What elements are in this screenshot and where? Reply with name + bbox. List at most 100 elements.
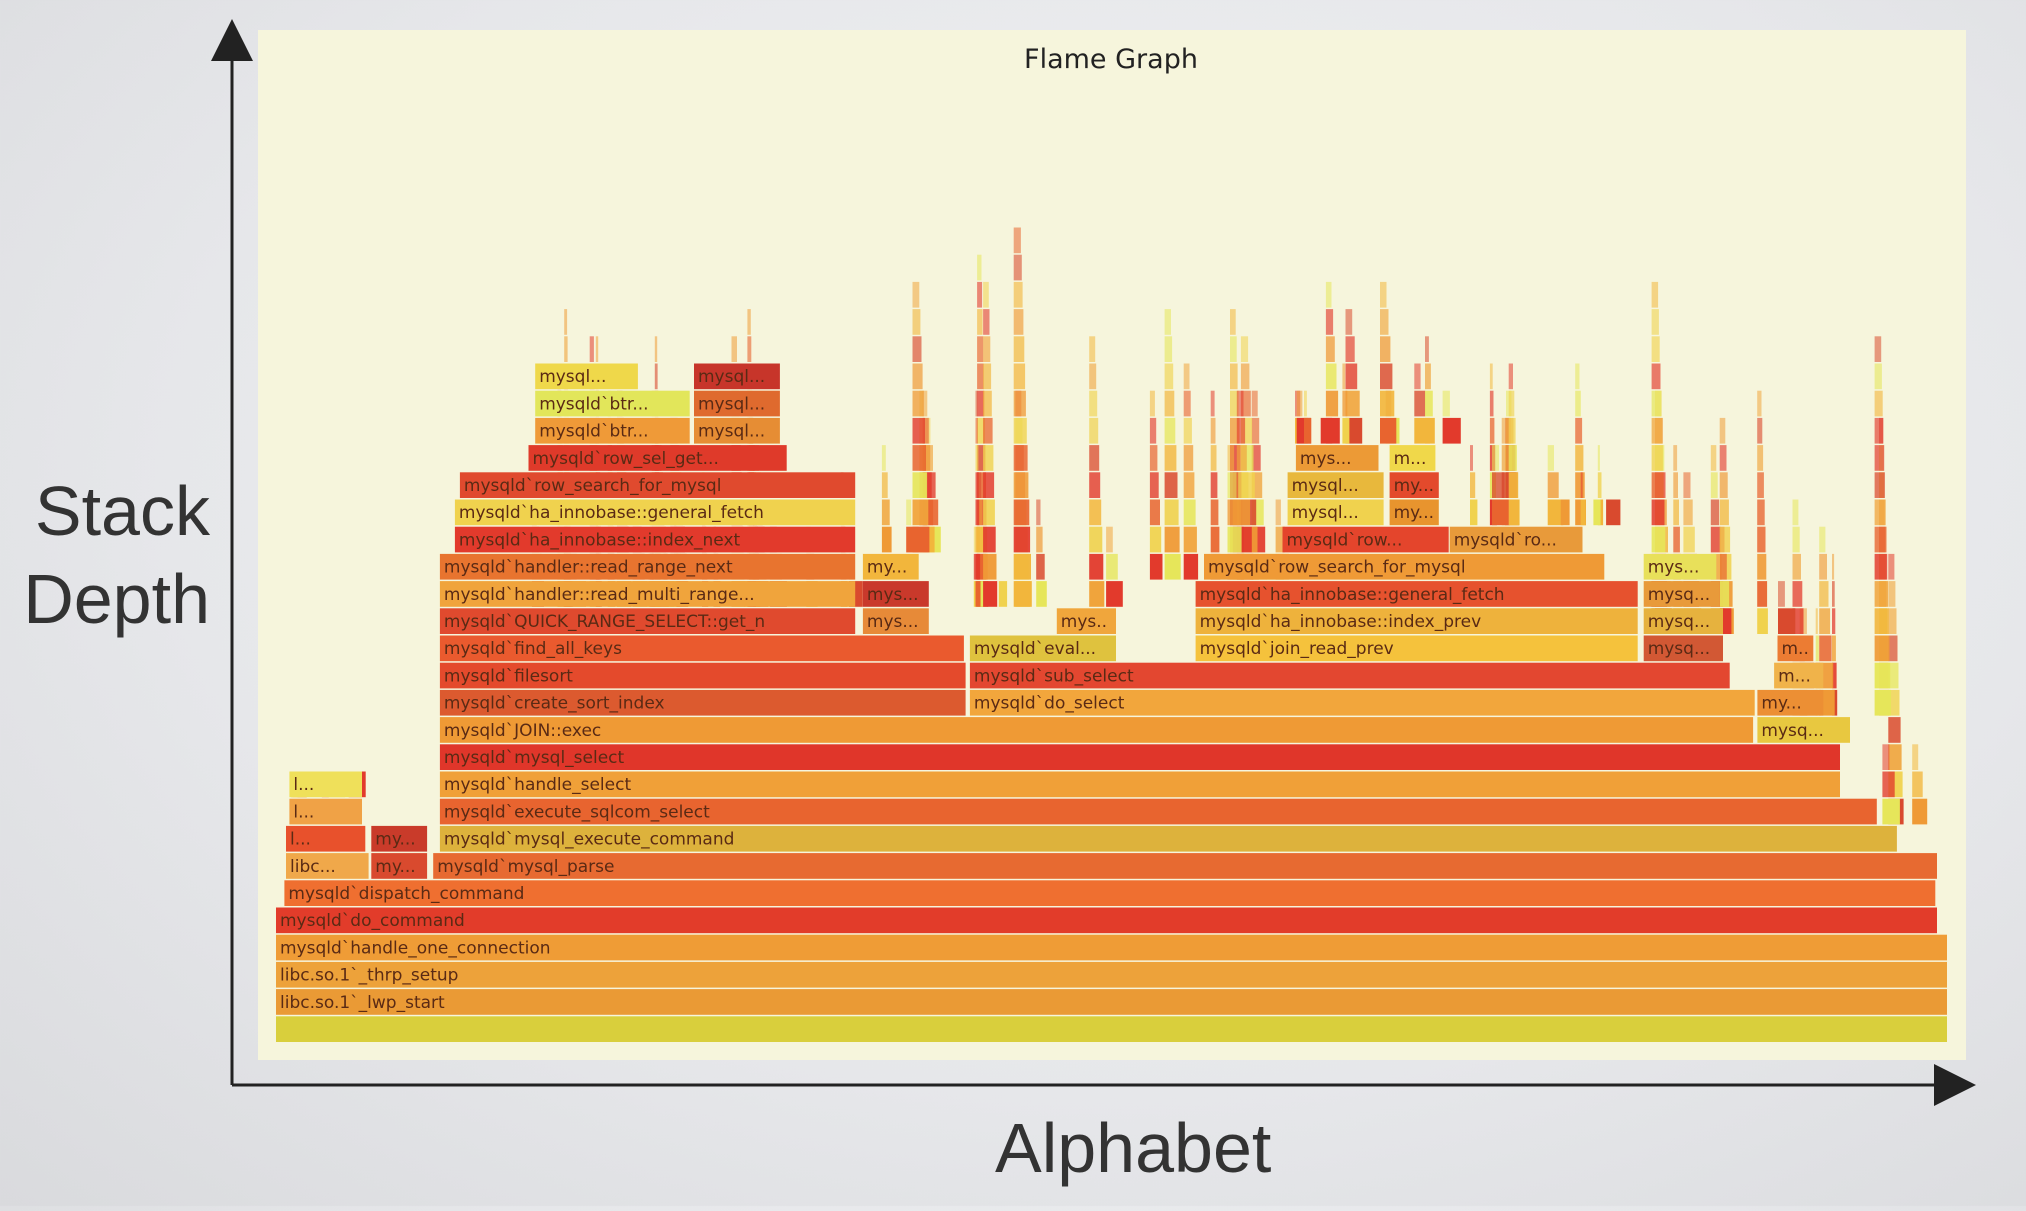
flame-tip[interactable] bbox=[1164, 309, 1171, 335]
flame-tip[interactable] bbox=[1501, 417, 1509, 444]
flame-tip[interactable] bbox=[1792, 608, 1804, 634]
flame-tip[interactable] bbox=[1342, 417, 1350, 444]
flame-tip[interactable] bbox=[747, 336, 752, 362]
flame-tip[interactable] bbox=[1013, 336, 1025, 362]
flame-tip[interactable] bbox=[1164, 390, 1175, 417]
flame-tip[interactable] bbox=[977, 281, 983, 308]
flame-tip[interactable] bbox=[975, 553, 981, 580]
flame-tip[interactable] bbox=[1874, 363, 1882, 390]
flame-tip[interactable] bbox=[983, 309, 990, 335]
flame-tip[interactable] bbox=[1597, 445, 1600, 471]
flame-tip[interactable] bbox=[1832, 662, 1837, 689]
flame-tip[interactable] bbox=[1508, 445, 1517, 471]
flame-tip[interactable] bbox=[1036, 581, 1047, 607]
flame-tip[interactable] bbox=[1819, 581, 1829, 607]
flame-tip[interactable] bbox=[1819, 553, 1827, 580]
flame-frame[interactable] bbox=[1056, 608, 1116, 634]
flame-tip[interactable] bbox=[983, 581, 998, 607]
flame-tip[interactable] bbox=[1757, 445, 1764, 471]
flame-tip[interactable] bbox=[1227, 526, 1242, 553]
flame-tip[interactable] bbox=[1013, 472, 1029, 498]
flame-frame[interactable] bbox=[1757, 689, 1824, 716]
flame-tip[interactable] bbox=[1815, 635, 1819, 662]
flame-tip[interactable] bbox=[1106, 581, 1123, 607]
flame-tip[interactable] bbox=[976, 499, 983, 526]
flame-tip[interactable] bbox=[1882, 771, 1895, 798]
flame-tip[interactable] bbox=[1832, 608, 1836, 634]
flame-tip[interactable] bbox=[977, 472, 986, 498]
flame-tip[interactable] bbox=[1210, 472, 1218, 498]
flame-tip[interactable] bbox=[1470, 472, 1476, 498]
flame-tip[interactable] bbox=[1683, 499, 1693, 526]
flame-tip[interactable] bbox=[1651, 309, 1659, 335]
flame-frame[interactable] bbox=[454, 526, 856, 553]
flame-tip[interactable] bbox=[1164, 553, 1181, 580]
flame-tip[interactable] bbox=[564, 336, 568, 362]
flame-frame[interactable] bbox=[439, 689, 966, 716]
flame-tip[interactable] bbox=[1442, 417, 1461, 444]
flame-tip[interactable] bbox=[1651, 336, 1660, 362]
flame-tip[interactable] bbox=[1089, 526, 1103, 553]
flame-tip[interactable] bbox=[1149, 472, 1159, 498]
flame-tip[interactable] bbox=[975, 472, 979, 498]
flame-tip[interactable] bbox=[1888, 662, 1899, 689]
flame-tip[interactable] bbox=[1778, 581, 1785, 607]
flame-tip[interactable] bbox=[1325, 390, 1339, 417]
flame-tip[interactable] bbox=[1320, 417, 1333, 444]
flame-tip[interactable] bbox=[1492, 499, 1510, 526]
flame-tip[interactable] bbox=[1414, 363, 1421, 390]
flame-tip[interactable] bbox=[1470, 499, 1478, 526]
flame-tip[interactable] bbox=[912, 309, 921, 335]
flame-tip[interactable] bbox=[1149, 526, 1162, 553]
flame-tip[interactable] bbox=[1575, 390, 1581, 417]
flame-tip[interactable] bbox=[1580, 472, 1583, 498]
flame-tip[interactable] bbox=[1013, 281, 1023, 308]
flame-tip[interactable] bbox=[983, 553, 997, 580]
flame-frame[interactable] bbox=[289, 771, 362, 798]
flame-tip[interactable] bbox=[1508, 363, 1513, 390]
flame-tip[interactable] bbox=[1575, 445, 1584, 471]
flame-tip[interactable] bbox=[1164, 363, 1174, 390]
flame-frame[interactable] bbox=[1643, 635, 1723, 662]
flame-tip[interactable] bbox=[977, 336, 984, 362]
flame-tip[interactable] bbox=[1164, 417, 1176, 444]
flame-tip[interactable] bbox=[977, 390, 985, 417]
flame-frame[interactable] bbox=[439, 608, 856, 634]
flame-tip[interactable] bbox=[1757, 499, 1765, 526]
flame-tip[interactable] bbox=[1874, 472, 1885, 498]
flame-tip[interactable] bbox=[1547, 445, 1554, 471]
flame-frame[interactable] bbox=[439, 771, 1840, 798]
flame-frame[interactable] bbox=[969, 635, 1116, 662]
flame-tip[interactable] bbox=[1888, 553, 1895, 580]
flame-tip[interactable] bbox=[1508, 417, 1516, 444]
flame-tip[interactable] bbox=[922, 445, 931, 471]
flame-tip[interactable] bbox=[1651, 526, 1666, 553]
flame-tip[interactable] bbox=[589, 336, 594, 362]
flame-tip[interactable] bbox=[654, 336, 658, 362]
flame-tip[interactable] bbox=[1492, 472, 1505, 498]
flame-tip[interactable] bbox=[983, 336, 991, 362]
flame-tip[interactable] bbox=[1710, 472, 1718, 498]
flame-tip[interactable] bbox=[1757, 472, 1764, 498]
flame-tip[interactable] bbox=[1013, 254, 1022, 281]
flame-tip[interactable] bbox=[1089, 499, 1102, 526]
flame-tip[interactable] bbox=[1089, 472, 1101, 498]
flame-tip[interactable] bbox=[1089, 445, 1100, 471]
flame-tip[interactable] bbox=[1888, 717, 1901, 743]
flame-tip[interactable] bbox=[1508, 472, 1519, 498]
flame-tip[interactable] bbox=[654, 363, 658, 390]
flame-tip[interactable] bbox=[1651, 390, 1662, 417]
flame-tip[interactable] bbox=[1912, 771, 1923, 798]
flame-tip[interactable] bbox=[1874, 390, 1883, 417]
flame-frame[interactable] bbox=[433, 853, 1938, 879]
flame-tip[interactable] bbox=[1719, 526, 1731, 553]
flame-tip[interactable] bbox=[1236, 472, 1249, 498]
flame-tip[interactable] bbox=[1013, 363, 1026, 390]
flame-frame[interactable] bbox=[694, 417, 780, 444]
flame-tip[interactable] bbox=[1874, 635, 1890, 662]
flame-frame[interactable] bbox=[1282, 526, 1449, 553]
flame-tip[interactable] bbox=[881, 445, 886, 471]
flame-tip[interactable] bbox=[975, 445, 979, 471]
flame-frame[interactable] bbox=[276, 989, 1947, 1015]
flame-frame[interactable] bbox=[1389, 499, 1439, 526]
